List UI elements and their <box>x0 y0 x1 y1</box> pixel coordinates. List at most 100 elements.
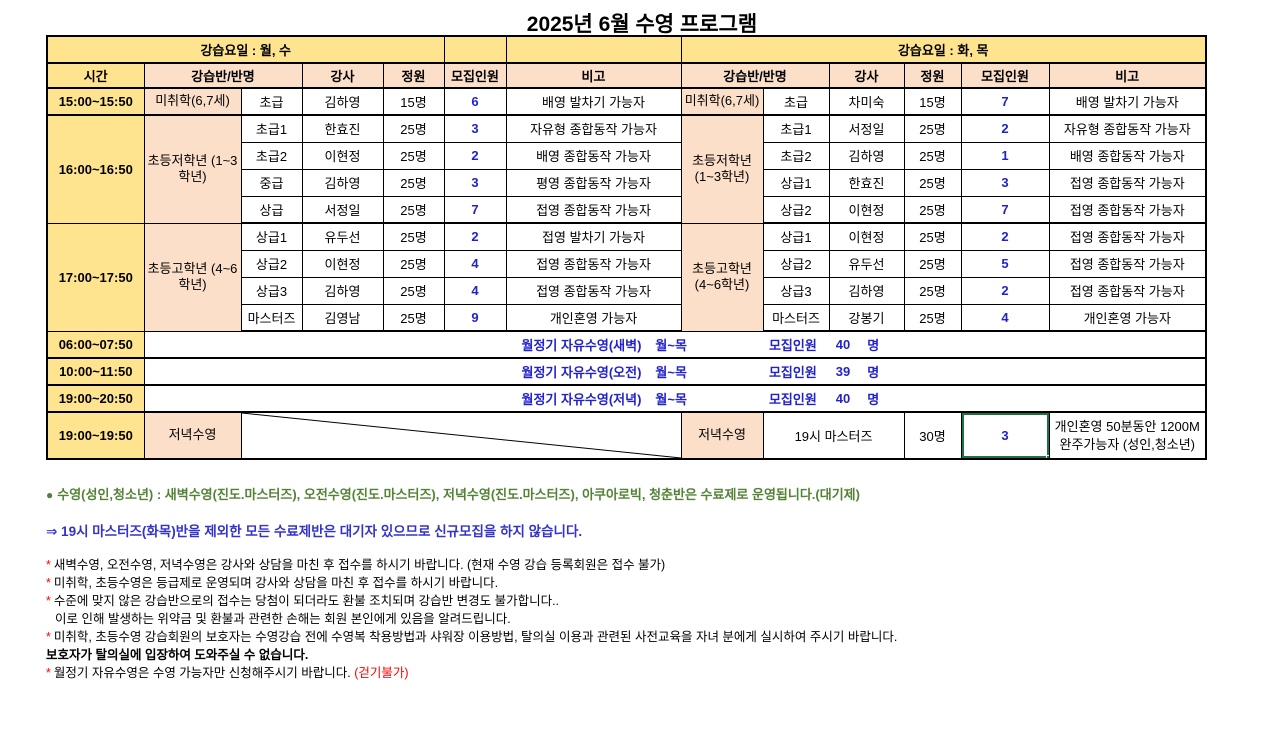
teacher-cell: 김하영 <box>828 276 905 305</box>
note-text: 이로 인해 발생하는 위약금 및 환불과 관련한 손해는 회원 본인에게 있음을… <box>55 612 511 626</box>
recruit-count-cell: 2 <box>443 222 507 251</box>
capacity-cell: 25명 <box>903 276 962 305</box>
capacity-cell: 25명 <box>382 276 445 305</box>
evening-label-left: 저녁수영 <box>143 411 242 460</box>
selected-cell[interactable]: 3 <box>960 411 1050 460</box>
day-header-left: 강습요일 : 월, 수 <box>46 35 445 64</box>
note-cell: 개인혼영 50분동안 1200M 완주가능자 (성인,청소년) <box>1048 411 1207 460</box>
asterisk-icon: * <box>46 594 51 608</box>
capacity-cell: 25명 <box>903 222 962 251</box>
free-swim-days: 월~목 <box>655 392 687 407</box>
note-line: * 미취학, 초등수영 강습회원의 보호자는 수영강습 전에 수영복 착용방법과 … <box>46 628 1254 646</box>
note-cell: 배영 발차기 가능자 <box>505 87 682 116</box>
note-cell: 평영 종합동작 가능자 <box>505 168 682 197</box>
evening-class-cell: 19시 마스터즈 <box>762 411 905 460</box>
capacity-cell: 15명 <box>382 87 445 116</box>
teacher-cell: 유두선 <box>828 249 905 278</box>
recruit-count-cell: 2 <box>960 114 1050 143</box>
teacher-cell: 김하영 <box>301 87 384 116</box>
asterisk-icon: * <box>46 558 51 572</box>
free-swim-label: 월정기 자유수영(새벽) <box>521 338 642 353</box>
recruit-count-cell: 2 <box>960 222 1050 251</box>
recruit-count-cell: 3 <box>443 114 507 143</box>
group-cell: 초등저학년 (1~3학년) <box>143 114 242 224</box>
class-cell: 초급 <box>240 87 303 116</box>
recruit-count-cell: 7 <box>960 195 1050 224</box>
note-red-suffix: (걷기불가) <box>354 666 409 680</box>
diagonal-line <box>242 413 681 458</box>
teacher-cell: 유두선 <box>301 222 384 251</box>
class-cell: 상급3 <box>240 276 303 305</box>
recruit-count-cell: 4 <box>443 249 507 278</box>
blue-note: ⇒ 19시 마스터즈(화목)반을 제외한 모든 수료제반은 대기자 있으므로 신… <box>46 524 583 539</box>
free-swim-recruit-label: 모집인원 <box>768 365 817 380</box>
note-text: 수준에 맞지 않은 강습반으로의 접수는 당첨이 되더라도 환불 조치되며 강습… <box>53 594 560 608</box>
note-text: 새벽수영, 오전수영, 저녁수영은 강사와 상담을 마친 후 접수를 하시기 바… <box>53 558 666 572</box>
free-swim-unit: 명 <box>867 392 880 407</box>
selection-handle[interactable] <box>1045 455 1048 457</box>
schedule-table: 강습요일 : 월, 수 강습요일 : 화, 목 시간 강습반/반명 강사 정원 … <box>46 35 1207 460</box>
note-line: * 월정기 자유수영은 수영 가능자만 신청해주시기 바랍니다. (걷기불가) <box>46 664 1254 682</box>
free-swim-unit: 명 <box>867 338 880 353</box>
asterisk-notes: * 새벽수영, 오전수영, 저녁수영은 강사와 상담을 마친 후 접수를 하시기 … <box>46 556 1254 682</box>
free-swim-recruit-label: 모집인원 <box>768 392 817 407</box>
capacity-cell: 25명 <box>903 303 962 332</box>
time-cell: 19:00~19:50 <box>46 411 145 460</box>
teacher-cell: 강봉기 <box>828 303 905 332</box>
class-cell: 마스터즈 <box>240 303 303 332</box>
teacher-cell: 서정일 <box>828 114 905 143</box>
time-cell: 06:00~07:50 <box>46 330 145 359</box>
green-note: ● 수영(성인,청소년) : 새벽수영(진도.마스터즈), 오전수영(진도.마스터… <box>46 484 1254 503</box>
asterisk-icon: * <box>46 630 51 644</box>
col-header-teacher-right: 강사 <box>828 62 905 89</box>
note-cell: 개인혼영 가능자 <box>1048 303 1207 332</box>
teacher-cell: 김하영 <box>828 141 905 170</box>
note-cell: 개인혼영 가능자 <box>505 303 682 332</box>
free-swim-label: 월정기 자유수영(오전) <box>521 365 642 380</box>
free-swim-row: 월정기 자유수영(저녁) 월~목 모집인원 40 명 <box>143 384 1207 413</box>
col-header-note-right: 비고 <box>1048 62 1207 89</box>
note-line: * 미취학, 초등수영은 등급제로 운영되며 강사와 상담을 마친 후 접수를 하… <box>46 574 1254 592</box>
recruit-count-cell: 6 <box>443 87 507 116</box>
free-swim-count: 39 <box>835 364 851 379</box>
class-cell: 초급2 <box>240 141 303 170</box>
evening-note-line2: 완주가능자 (성인,청소년) <box>1059 436 1195 452</box>
note-cell: 접영 종합동작 가능자 <box>1048 168 1207 197</box>
teacher-cell: 김하영 <box>301 276 384 305</box>
note-text: 월정기 자유수영은 수영 가능자만 신청해주시기 바랍니다. <box>53 666 355 680</box>
note-cell: 자유형 종합동작 가능자 <box>505 114 682 143</box>
class-cell: 상급2 <box>240 249 303 278</box>
capacity-cell: 15명 <box>903 87 962 116</box>
free-swim-row: 월정기 자유수영(새벽) 월~목 모집인원 40 명 <box>143 330 1207 359</box>
diagonal-cell <box>240 411 682 460</box>
note-line-bold: 보호자가 탈의실에 입장하여 도와주실 수 없습니다. <box>46 646 1254 664</box>
recruit-count-cell: 3 <box>960 168 1050 197</box>
free-swim-unit: 명 <box>867 365 880 380</box>
footer-notes: ● 수영(성인,청소년) : 새벽수영(진도.마스터즈), 오전수영(진도.마스터… <box>46 484 1254 682</box>
class-cell: 상급 <box>240 195 303 224</box>
capacity-cell: 25명 <box>903 249 962 278</box>
note-cell: 접영 종합동작 가능자 <box>505 249 682 278</box>
note-text: 보호자가 탈의실에 입장하여 도와주실 수 없습니다. <box>46 648 309 662</box>
note-cell: 접영 종합동작 가능자 <box>1048 195 1207 224</box>
capacity-cell: 30명 <box>903 411 962 460</box>
free-swim-label: 월정기 자유수영(저녁) <box>521 392 642 407</box>
group-cell: 미취학(6,7세) <box>143 87 242 116</box>
col-header-group-left: 강습반/반명 <box>143 62 303 89</box>
note-text: 미취학, 초등수영 강습회원의 보호자는 수영강습 전에 수영복 착용방법과 샤… <box>53 630 898 644</box>
time-cell: 15:00~15:50 <box>46 87 145 116</box>
time-cell: 10:00~11:50 <box>46 357 145 386</box>
capacity-cell: 25명 <box>382 303 445 332</box>
capacity-cell: 25명 <box>903 141 962 170</box>
group-cell: 초등저학년 (1~3학년) <box>680 114 764 224</box>
note-cell: 접영 종합동작 가능자 <box>1048 249 1207 278</box>
col-header-note-left: 비고 <box>505 62 682 89</box>
col-header-capacity-right: 정원 <box>903 62 962 89</box>
asterisk-icon: * <box>46 576 51 590</box>
day-header-spacer <box>443 35 507 64</box>
note-cell: 자유형 종합동작 가능자 <box>1048 114 1207 143</box>
teacher-cell: 김하영 <box>301 168 384 197</box>
free-swim-days: 월~목 <box>655 338 687 353</box>
note-line: * 수준에 맞지 않은 강습반으로의 접수는 당첨이 되더라도 환불 조치되며 강… <box>46 592 1254 610</box>
recruit-count-cell: 7 <box>443 195 507 224</box>
